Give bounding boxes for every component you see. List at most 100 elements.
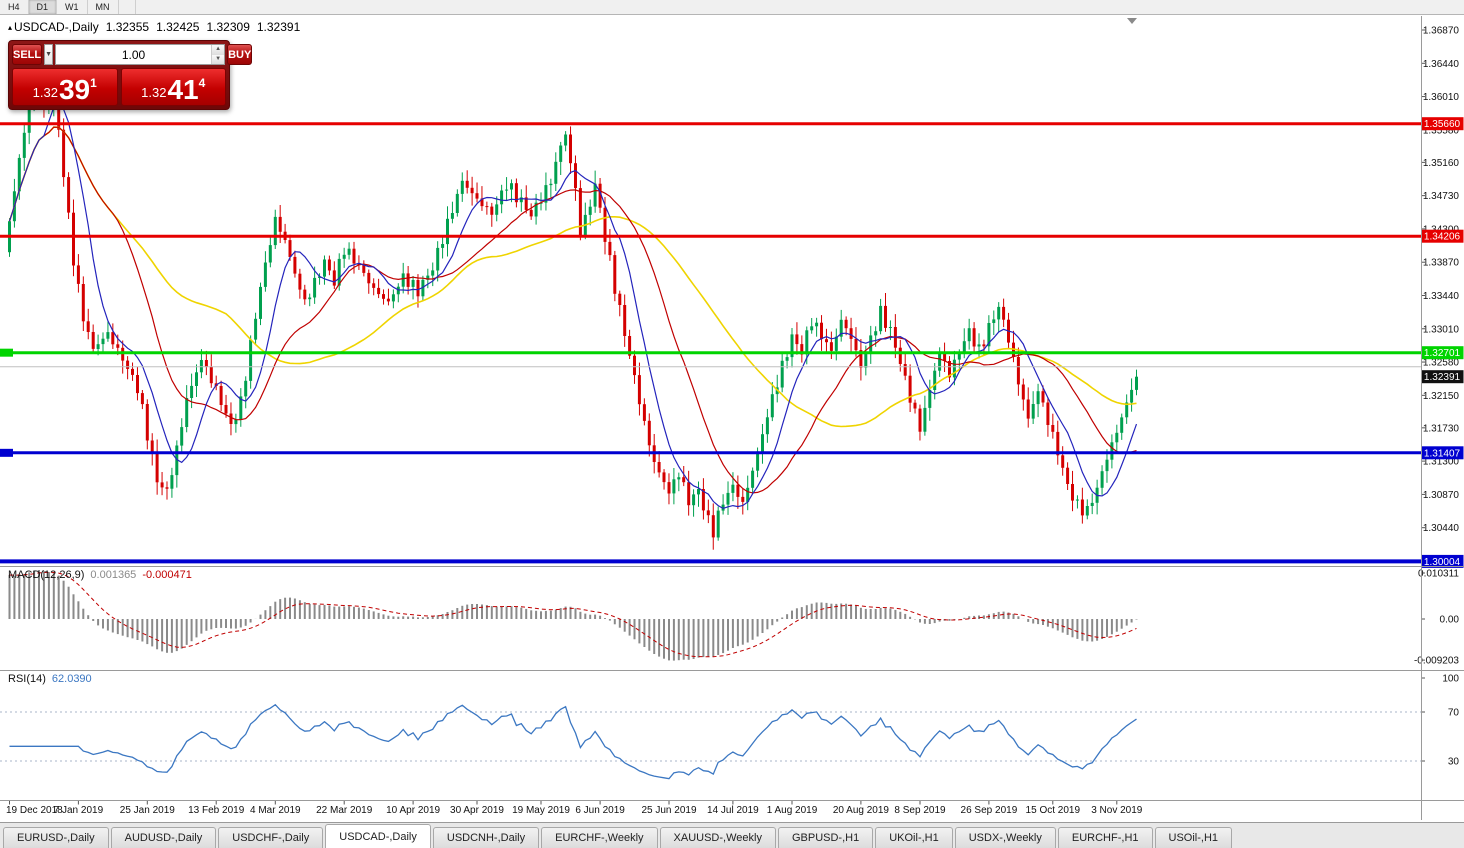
tab-xauusd-weekly[interactable]: XAUUSD-,Weekly [659, 827, 776, 848]
svg-text:1.36440: 1.36440 [1423, 59, 1460, 70]
tab-usdx-weekly[interactable]: USDX-,Weekly [954, 827, 1056, 848]
svg-text:1.30440: 1.30440 [1423, 523, 1460, 534]
ma-slow-line [8, 126, 1137, 428]
sell-price-big: 39 [58, 74, 91, 105]
tab-eurusd-daily[interactable]: EURUSD-,Daily [3, 827, 109, 848]
svg-text:30 Apr 2019: 30 Apr 2019 [450, 805, 504, 816]
svg-text:1.31730: 1.31730 [1423, 423, 1460, 434]
svg-text:1.35160: 1.35160 [1423, 158, 1460, 169]
svg-text:1.34730: 1.34730 [1423, 191, 1460, 202]
tab-eurchf-h1[interactable]: EURCHF-,H1 [1057, 827, 1153, 848]
svg-text:15 Oct 2019: 15 Oct 2019 [1026, 805, 1081, 816]
ohlc-open: 1.32355 [105, 20, 150, 34]
svg-text:25 Jun 2019: 25 Jun 2019 [641, 805, 696, 816]
volume-dropdown-icon[interactable]: ▼ [44, 44, 54, 65]
one-click-prices-row: 1.32 39 1 1.32 41 4 [12, 68, 226, 106]
svg-text:1.36870: 1.36870 [1423, 26, 1460, 37]
tab-eurchf-weekly[interactable]: EURCHF-,Weekly [541, 827, 658, 848]
buy-price-sup: 4 [198, 76, 206, 90]
timeframe-button-w1[interactable]: W1 [57, 0, 88, 14]
svg-text:0.00: 0.00 [1440, 615, 1460, 626]
svg-text:25 Jan 2019: 25 Jan 2019 [120, 805, 175, 816]
volume-up-button[interactable]: ▲ [212, 45, 225, 55]
chart-symbol: USDCAD-,Daily [14, 20, 99, 34]
svg-text:1.30004: 1.30004 [1424, 557, 1461, 568]
horizontal-levels[interactable] [0, 122, 1421, 564]
timeframe-button-h4[interactable]: H4 [0, 0, 29, 14]
svg-text:19 May 2019: 19 May 2019 [512, 805, 570, 816]
sell-price-display[interactable]: 1.32 39 1 [12, 68, 118, 106]
sell-button[interactable]: SELL [12, 44, 43, 65]
rsi-title-text: RSI(14) [8, 673, 46, 685]
svg-text:26 Sep 2019: 26 Sep 2019 [961, 805, 1018, 816]
svg-text:20 Aug 2019: 20 Aug 2019 [833, 805, 890, 816]
macd-title-text: MACD(12,26,9) [8, 569, 85, 581]
svg-text:19 Dec 2018: 19 Dec 2018 [6, 805, 63, 816]
macd-signal-line [9, 571, 1137, 658]
chart-ohlc-header: ▴ USDCAD-,Daily 1.32355 1.32425 1.32309 1.323… [8, 20, 307, 34]
svg-text:1.32701: 1.32701 [1424, 348, 1461, 359]
svg-text:-0.009203: -0.009203 [1414, 656, 1459, 667]
timeframe-toolbar: H4 D1 W1 MN [0, 0, 1464, 15]
tab-gbpusd-h1[interactable]: GBPUSD-,H1 [777, 827, 874, 848]
price-axis[interactable]: 1.36870 1.36440 1.36010 1.35580 1.35160 1.347… [1414, 26, 1464, 768]
macd-indicator-label: MACD(12,26,9) 0.001365 -0.000471 [8, 569, 192, 581]
svg-text:1.33010: 1.33010 [1423, 324, 1460, 335]
sell-price-prefix: 1.32 [32, 85, 58, 100]
chart-background [0, 16, 1464, 820]
chart-canvas[interactable]: 1.36870 1.36440 1.36010 1.35580 1.35160 1.347… [0, 0, 1464, 822]
tab-audusd-daily[interactable]: AUDUSD-,Daily [110, 827, 217, 848]
symbol-marker-icon: ▴ [8, 23, 13, 32]
one-click-controls-row: SELL ▼ ▲ ▼ BUY [12, 44, 253, 65]
rsi-indicator-label: RSI(14) 62.0390 [8, 673, 92, 685]
svg-text:1.32580: 1.32580 [1423, 358, 1460, 369]
timeframe-button-d1[interactable]: D1 [28, 0, 58, 14]
tab-ukoil-h1[interactable]: UKOil-,H1 [875, 827, 953, 848]
svg-text:14 Jul 2019: 14 Jul 2019 [707, 805, 759, 816]
svg-text:1.32391: 1.32391 [1424, 372, 1461, 383]
svg-text:1.32150: 1.32150 [1423, 391, 1460, 402]
axis-background [1421, 16, 1464, 820]
svg-text:10 Apr 2019: 10 Apr 2019 [386, 805, 440, 816]
buy-button[interactable]: BUY [227, 44, 253, 65]
svg-text:1.33870: 1.33870 [1423, 258, 1460, 269]
tab-usoil-h1[interactable]: USOil-,H1 [1154, 827, 1233, 848]
tab-usdcad-daily[interactable]: USDCAD-,Daily [325, 824, 431, 848]
svg-text:1 Aug 2019: 1 Aug 2019 [767, 805, 818, 816]
timeframe-button-mn[interactable]: MN [88, 0, 119, 14]
volume-input[interactable] [56, 45, 212, 64]
svg-text:7 Jan 2019: 7 Jan 2019 [54, 805, 104, 816]
macd-panel [8, 570, 1138, 661]
svg-text:100: 100 [1442, 674, 1459, 685]
current-price-label [1421, 370, 1464, 384]
svg-text:1.33440: 1.33440 [1423, 291, 1460, 302]
svg-text:3 Nov 2019: 3 Nov 2019 [1091, 805, 1143, 816]
buy-price-display[interactable]: 1.32 41 4 [120, 68, 226, 106]
volume-down-button[interactable]: ▼ [212, 54, 225, 64]
tab-usdcnh-daily[interactable]: USDCNH-,Daily [432, 827, 540, 848]
tab-usdchf-daily[interactable]: USDCHF-,Daily [218, 827, 324, 848]
ohlc-close: 1.32391 [256, 20, 301, 34]
volume-field: ▲ ▼ [55, 44, 226, 65]
svg-text:1.35660: 1.35660 [1424, 119, 1461, 130]
ma-fast-line [8, 102, 1138, 510]
chart-tabs-bar: EURUSD-,Daily AUDUSD-,Daily USDCHF-,Daily U… [0, 822, 1464, 848]
svg-text:1.31300: 1.31300 [1423, 457, 1460, 468]
svg-text:1.36010: 1.36010 [1423, 92, 1460, 103]
macd-signal-value: -0.000471 [142, 569, 192, 581]
svg-text:4 Mar 2019: 4 Mar 2019 [250, 805, 301, 816]
svg-text:22 Mar 2019: 22 Mar 2019 [316, 805, 373, 816]
buy-price-big: 41 [167, 74, 199, 105]
svg-text:70: 70 [1448, 708, 1460, 719]
svg-text:1.35580: 1.35580 [1423, 125, 1460, 136]
svg-text:1.34206: 1.34206 [1424, 232, 1461, 243]
rsi-value: 62.0390 [51, 673, 92, 685]
candlestick-series [8, 66, 1138, 550]
chart-shift-marker-icon[interactable] [1127, 18, 1137, 24]
ohlc-low: 1.32309 [206, 20, 250, 34]
svg-text:30: 30 [1448, 757, 1460, 768]
buy-price-prefix: 1.32 [141, 85, 167, 100]
